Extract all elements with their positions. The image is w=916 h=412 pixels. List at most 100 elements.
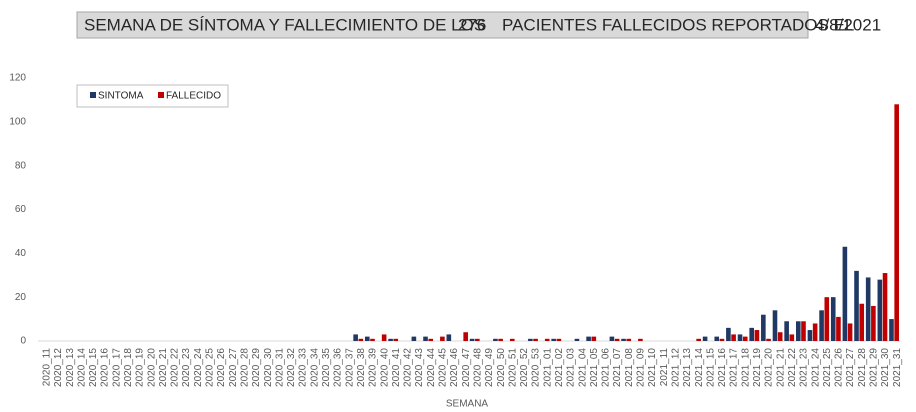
legend — [76, 84, 229, 108]
bar — [749, 327, 754, 341]
bar — [586, 336, 591, 341]
x-tick-label: 2020_22 — [170, 348, 181, 387]
x-tick-label: 2021_28 — [857, 348, 868, 387]
bar — [493, 338, 498, 341]
x-tick-label: 2020_32 — [286, 348, 297, 387]
y-tick-label: 40 — [15, 248, 27, 259]
bar — [423, 336, 428, 341]
x-tick-label: 2020_13 — [65, 348, 76, 387]
bar — [428, 338, 434, 341]
x-tick-label: 2021_03 — [566, 348, 577, 387]
bar — [726, 327, 731, 341]
x-tick-label: 2021_02 — [554, 348, 565, 387]
bar — [614, 338, 620, 341]
bar — [626, 338, 632, 341]
x-tick-label: 2020_50 — [496, 348, 507, 387]
bar — [498, 338, 503, 341]
x-tick-label: 2020_43 — [414, 348, 425, 387]
x-tick-label: 2020_12 — [53, 348, 64, 387]
bar — [859, 303, 865, 341]
bar — [411, 336, 417, 341]
legend-swatch — [90, 92, 96, 98]
bar — [556, 338, 562, 341]
x-tick-label: 2020_52 — [519, 348, 530, 387]
bar — [509, 338, 515, 341]
x-tick-label: 2020_24 — [193, 348, 204, 387]
x-tick-label: 2020_53 — [531, 348, 542, 387]
y-tick-label: 0 — [20, 336, 26, 347]
x-tick-label: 2020_35 — [321, 348, 332, 387]
x-tick-label: 2021_26 — [834, 348, 845, 387]
bar — [719, 338, 725, 341]
x-tick-label: 2020_51 — [507, 348, 518, 387]
x-tick-label: 2020_39 — [368, 348, 379, 387]
bar — [842, 246, 848, 341]
x-tick-label: 2021_23 — [799, 348, 810, 387]
legend-swatch — [158, 92, 164, 98]
y-tick-label: 100 — [9, 116, 26, 127]
bar — [742, 336, 748, 341]
x-tick-label: 2021_13 — [682, 348, 693, 387]
bar — [475, 338, 480, 341]
y-tick-label: 80 — [15, 160, 27, 171]
x-tick-label: 2021_19 — [752, 348, 763, 387]
bar — [807, 330, 813, 341]
chart-title: PACIENTES FALLECIDOS REPORTADOS EL — [502, 15, 854, 34]
title-box — [76, 11, 809, 39]
bar — [551, 338, 556, 341]
x-tick-label: 2020_38 — [356, 348, 367, 387]
x-tick-label: 2020_19 — [135, 348, 146, 387]
bar — [882, 273, 888, 341]
x-tick-label: 2021_12 — [670, 348, 681, 387]
bar — [364, 336, 370, 341]
bar — [836, 316, 841, 341]
x-tick-label: 2021_27 — [845, 348, 856, 387]
x-tick-label: 2020_37 — [344, 348, 355, 387]
bar — [889, 319, 894, 341]
bar — [824, 297, 830, 341]
bar — [591, 336, 597, 341]
bar — [819, 310, 824, 341]
bar — [696, 338, 701, 341]
bar — [544, 338, 550, 341]
bar — [463, 332, 468, 341]
x-tick-label: 2021_24 — [810, 348, 821, 387]
x-tick-label: 2020_27 — [228, 348, 239, 387]
x-tick-label: 2020_48 — [472, 348, 483, 387]
x-tick-label: 2020_28 — [239, 348, 250, 387]
x-axis-title: SEMANA — [446, 399, 489, 410]
x-tick-label: 2021_06 — [601, 348, 612, 387]
x-tick-label: 2020_47 — [461, 348, 472, 387]
bar — [381, 334, 387, 341]
bar — [865, 277, 871, 341]
x-tick-label: 2020_45 — [438, 348, 449, 387]
bar — [777, 332, 783, 341]
x-tick-label: 2021_16 — [717, 348, 728, 387]
x-tick-label: 2021_25 — [822, 348, 833, 387]
bar — [737, 334, 743, 341]
x-tick-label: 2020_36 — [333, 348, 344, 387]
x-tick-label: 2020_41 — [391, 348, 402, 387]
bar — [761, 314, 766, 341]
bar — [854, 270, 859, 341]
bar — [638, 338, 643, 341]
bar — [621, 338, 626, 341]
x-tick-label: 2021_17 — [729, 348, 740, 387]
x-tick-label: 2020_20 — [146, 348, 157, 387]
x-tick-label: 2021_20 — [764, 348, 775, 387]
x-tick-label: 2021_14 — [694, 348, 705, 387]
x-tick-label: 2021_31 — [892, 348, 903, 387]
x-tick-label: 2020_17 — [111, 348, 122, 387]
bar — [877, 279, 883, 341]
y-tick-label: 120 — [9, 73, 26, 84]
bar — [358, 338, 364, 341]
x-tick-label: 2020_26 — [216, 348, 227, 387]
x-tick-label: 2020_15 — [88, 348, 99, 387]
bar — [469, 338, 475, 341]
x-tick-label: 2020_33 — [298, 348, 309, 387]
bar — [440, 336, 445, 341]
bar — [801, 321, 806, 341]
x-tick-label: 2020_44 — [426, 348, 437, 387]
x-tick-label: 2020_25 — [205, 348, 216, 387]
bar — [784, 321, 789, 341]
